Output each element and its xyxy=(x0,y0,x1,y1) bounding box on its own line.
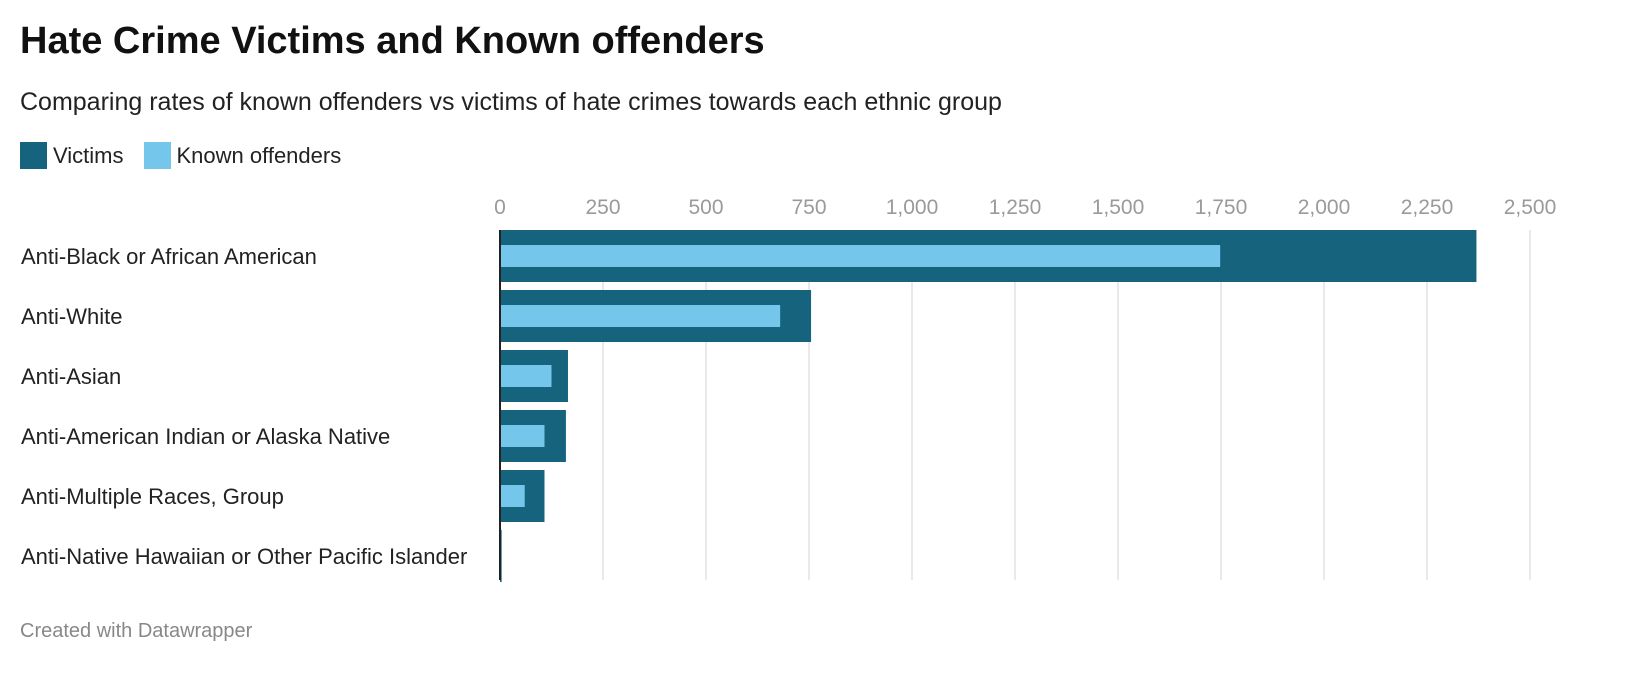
legend-item-victims: Victims xyxy=(20,142,124,169)
x-tick-label: 1,500 xyxy=(1092,196,1145,219)
category-label: Anti-Native Hawaiian or Other Pacific Is… xyxy=(21,544,467,569)
bar-known-offenders xyxy=(500,365,552,387)
x-tick-label: 0 xyxy=(494,196,506,219)
footer-credit: Created with Datawrapper xyxy=(20,620,253,642)
bar-chart: 0 250 500 750 1,000 1,250 1,500 1,750 2,000 2,250… xyxy=(21,196,1557,582)
bar-known-offenders xyxy=(500,485,525,507)
legend: Victims Known offenders xyxy=(20,142,361,169)
x-tick-label: 1,000 xyxy=(886,196,939,219)
x-tick-label: 1,250 xyxy=(989,196,1042,219)
chart-title: Hate Crime Victims and Known offenders xyxy=(20,20,765,62)
category-label: Anti-Asian xyxy=(21,364,121,389)
x-tick-label: 2,500 xyxy=(1504,196,1557,219)
legend-item-known-offenders: Known offenders xyxy=(143,142,342,169)
category-label: Anti-Black or African American xyxy=(21,244,317,269)
legend-label-victims: Victims xyxy=(53,142,124,168)
x-tick-label: 250 xyxy=(585,196,620,219)
legend-swatch-known-offenders xyxy=(143,142,171,169)
bar-known-offenders xyxy=(500,245,1221,267)
bar-known-offenders xyxy=(500,425,545,447)
legend-label-known-offenders: Known offenders xyxy=(176,142,342,168)
x-tick-label: 1,750 xyxy=(1195,196,1248,219)
chart-subtitle: Comparing rates of known offenders vs vi… xyxy=(20,88,1002,116)
category-label: Anti-White xyxy=(21,304,122,329)
category-label: Anti-American Indian or Alaska Native xyxy=(21,424,390,449)
x-tick-label: 500 xyxy=(688,196,723,219)
category-label: Anti-Multiple Races, Group xyxy=(21,484,284,509)
x-tick-label: 750 xyxy=(791,196,826,219)
legend-swatch-victims xyxy=(20,142,47,169)
x-tick-label: 2,250 xyxy=(1401,196,1454,219)
bar-known-offenders xyxy=(500,305,781,327)
x-tick-label: 2,000 xyxy=(1298,196,1351,219)
